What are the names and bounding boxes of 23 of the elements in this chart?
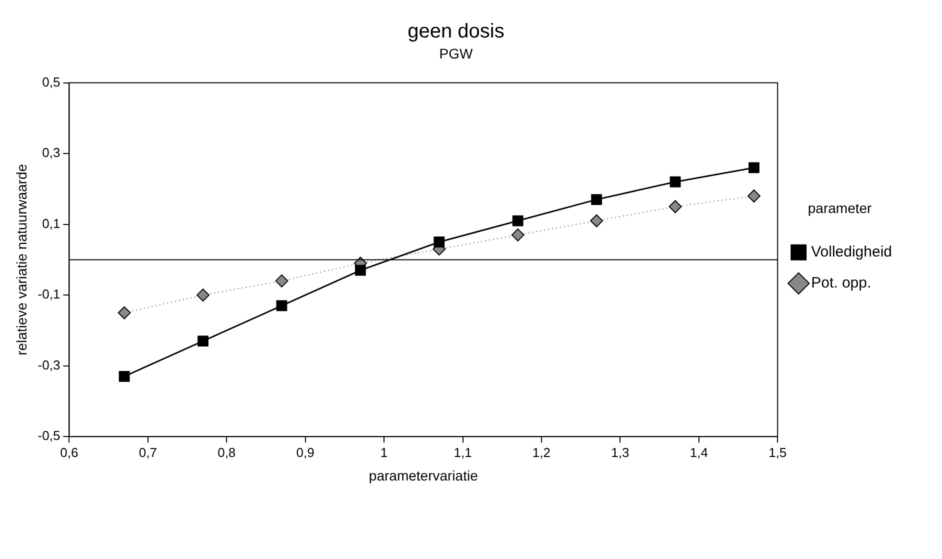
x-tick-label: 0,6 — [60, 444, 78, 460]
y-tick-label: -0,5 — [38, 428, 60, 444]
x-axis-title: parametervariatie — [368, 467, 478, 484]
legend-title: parameter — [808, 200, 872, 216]
y-tick-label: -0,3 — [38, 357, 60, 372]
x-tick-label: 1,2 — [532, 444, 551, 460]
x-tick-label: 0,8 — [218, 444, 236, 460]
y-tick-label: 0,1 — [42, 216, 60, 231]
x-tick-label: 1,1 — [454, 444, 472, 460]
legend-label: Pot. opp. — [811, 274, 872, 292]
x-tick-label: 0,9 — [296, 444, 314, 460]
x-tick-label: 1 — [380, 444, 388, 460]
x-tick-label: 1,3 — [611, 444, 630, 460]
legend-label: Volledigheid — [811, 244, 892, 261]
y-axis-title: relatieve variatie natuurwaarde — [13, 164, 30, 356]
chart-title: geen dosis — [408, 20, 504, 43]
x-tick-label: 0,7 — [138, 444, 157, 460]
y-tick-label: 0,3 — [42, 145, 60, 160]
y-tick-label: 0,5 — [42, 74, 60, 90]
x-tick-label: 1,5 — [768, 444, 787, 460]
x-tick-label: 1,4 — [690, 444, 708, 460]
chart-subtitle: PGW — [439, 45, 474, 62]
y-tick-label: -0,1 — [38, 286, 60, 302]
